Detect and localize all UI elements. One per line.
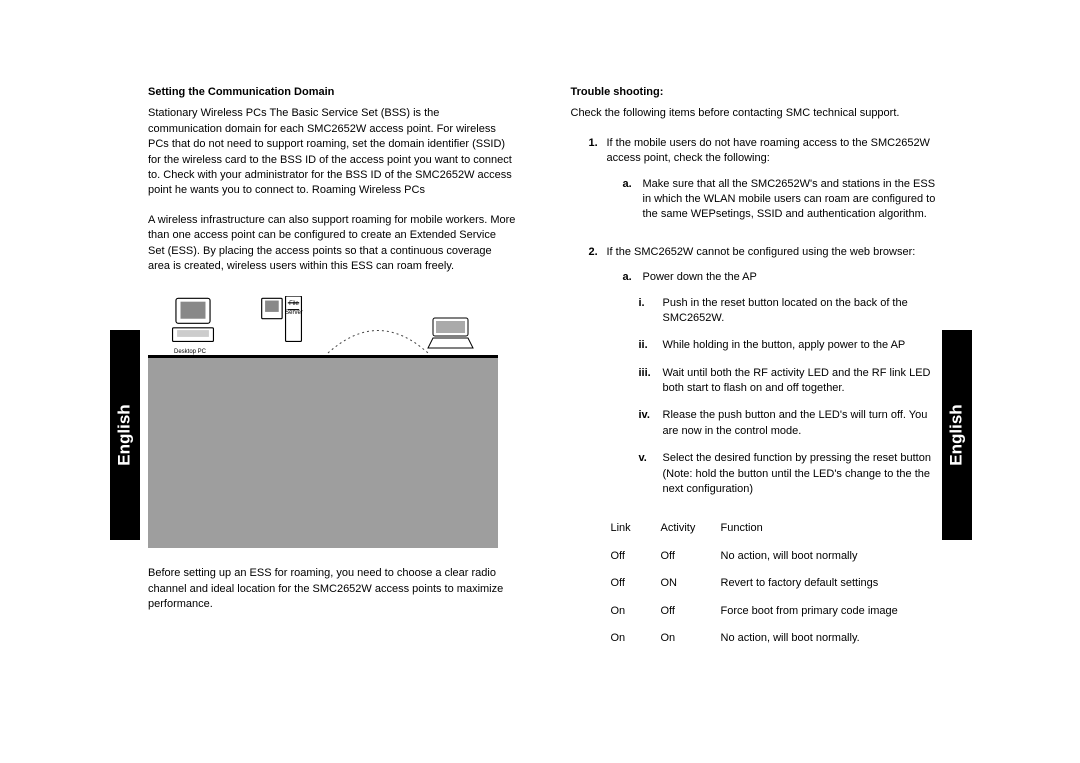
- list-item: v.Select the desired function by pressin…: [639, 451, 939, 497]
- diagram-label: File Server: [284, 300, 304, 317]
- list-text: Wait until both the RF activity LED and …: [663, 366, 939, 397]
- language-label: English: [115, 404, 135, 465]
- list-item: i.Push in the reset button located on th…: [639, 296, 939, 327]
- list-item: iv.Rlease the push button and the LED's …: [639, 408, 939, 439]
- list-item: 1. If the mobile users do not have roami…: [589, 136, 939, 233]
- table-header: Activity: [661, 521, 721, 536]
- list-text: Select the desired function by pressing …: [663, 451, 939, 497]
- table-cell: Off: [611, 576, 661, 591]
- list-text: Push in the reset button located on the …: [663, 296, 939, 327]
- list-marker: i.: [639, 296, 663, 327]
- list-marker: a.: [623, 270, 643, 285]
- list-text: If the SMC2652W cannot be configured usi…: [607, 246, 916, 258]
- diagram-label: Desktop PC: [174, 348, 206, 356]
- table-row: Off ON Revert to factory default setting…: [611, 576, 939, 591]
- dotted-arc-icon: [323, 303, 433, 358]
- list-text: Power down the the AP: [643, 270, 757, 285]
- paragraph: Check the following items before contact…: [571, 106, 939, 121]
- paragraph: Before setting up an ESS for roaming, yo…: [148, 566, 516, 612]
- list-item: ii.While holding in the button, apply po…: [639, 338, 939, 353]
- list-item: iii.Wait until both the RF activity LED …: [639, 366, 939, 397]
- table-row: On On No action, will boot normally.: [611, 631, 939, 646]
- list-marker: ii.: [639, 338, 663, 353]
- table-header-row: Link Activity Function: [611, 521, 939, 536]
- table-cell: On: [661, 631, 721, 646]
- list-text: Make sure that all the SMC2652W's and st…: [643, 177, 939, 223]
- table-cell: Off: [661, 549, 721, 564]
- language-tab-left: English: [110, 330, 140, 540]
- section-heading: Trouble shooting:: [571, 85, 939, 100]
- table-cell: Off: [611, 549, 661, 564]
- list-item: a. Make sure that all the SMC2652W's and…: [623, 177, 939, 223]
- list-marker: v.: [639, 451, 663, 497]
- table-header: Function: [721, 521, 939, 536]
- table-cell: ON: [661, 576, 721, 591]
- list-marker: 2.: [589, 245, 607, 510]
- list-item: a. Power down the the AP: [623, 270, 939, 285]
- list-marker: 1.: [589, 136, 607, 233]
- list-marker: iii.: [639, 366, 663, 397]
- list-item: 2. If the SMC2652W cannot be configured …: [589, 245, 939, 510]
- table-cell: Off: [661, 604, 721, 619]
- table-row: Off Off No action, will boot normally: [611, 549, 939, 564]
- desktop-pc-icon: Desktop PC: [170, 296, 216, 346]
- table-header: Link: [611, 521, 661, 536]
- file-server-icon: File Server: [258, 296, 304, 346]
- table-cell: Revert to factory default settings: [721, 576, 939, 591]
- left-column: Setting the Communication Domain Station…: [148, 85, 516, 658]
- table-row: On Off Force boot from primary code imag…: [611, 604, 939, 619]
- numbered-list: 1. If the mobile users do not have roami…: [571, 136, 939, 510]
- list-text: While holding in the button, apply power…: [663, 338, 906, 353]
- table-cell: Force boot from primary code image: [721, 604, 939, 619]
- page-content: Setting the Communication Domain Station…: [148, 85, 938, 658]
- paragraph: A wireless infrastructure can also suppo…: [148, 213, 516, 275]
- list-text: If the mobile users do not have roaming …: [607, 137, 930, 164]
- table-cell: On: [611, 631, 661, 646]
- section-heading: Setting the Communication Domain: [148, 85, 516, 100]
- language-label: English: [947, 404, 967, 465]
- table-cell: On: [611, 604, 661, 619]
- network-diagram: Desktop PC File Server: [148, 288, 498, 548]
- list-marker: iv.: [639, 408, 663, 439]
- table-cell: No action, will boot normally.: [721, 631, 939, 646]
- paragraph: Stationary Wireless PCs The Basic Servic…: [148, 106, 516, 198]
- list-marker: a.: [623, 177, 643, 223]
- right-column: Trouble shooting: Check the following it…: [571, 85, 939, 658]
- list-text: Rlease the push button and the LED's wil…: [663, 408, 939, 439]
- language-tab-right: English: [942, 330, 972, 540]
- table-cell: No action, will boot normally: [721, 549, 939, 564]
- led-function-table: Link Activity Function Off Off No action…: [611, 521, 939, 646]
